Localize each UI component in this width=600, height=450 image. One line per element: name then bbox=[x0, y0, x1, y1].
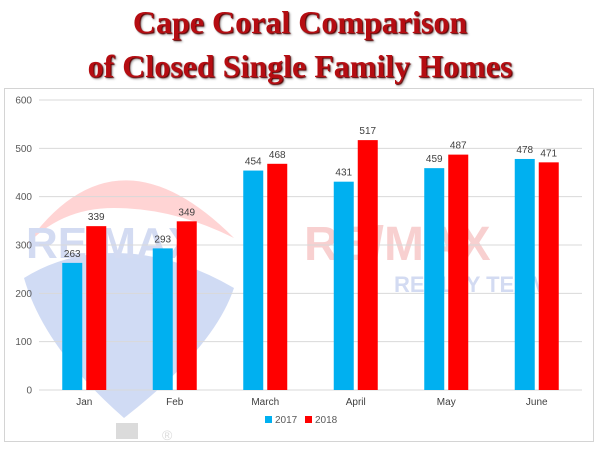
x-tick-label: Jan bbox=[76, 397, 92, 408]
data-labels: 263 339 293 349 454 468 431 517 459 487 478 471 bbox=[64, 126, 558, 260]
bar-2018-jan bbox=[86, 226, 107, 390]
data-label: 454 bbox=[245, 157, 262, 168]
bar-2017-april bbox=[333, 181, 354, 390]
legend-label: 2017 bbox=[275, 415, 298, 426]
data-label: 349 bbox=[178, 207, 195, 218]
bar-2018-may bbox=[448, 154, 469, 390]
data-label: 263 bbox=[64, 249, 81, 260]
y-tick-label: 500 bbox=[15, 144, 32, 155]
data-label: 293 bbox=[154, 234, 171, 245]
legend-label: 2018 bbox=[315, 415, 338, 426]
x-axis-ticks: Jan Feb March April May June bbox=[76, 397, 548, 408]
legend-swatch bbox=[305, 416, 312, 423]
data-label: 431 bbox=[335, 168, 352, 179]
bar-2018-feb bbox=[176, 221, 197, 390]
y-tick-label: 300 bbox=[15, 241, 32, 252]
x-tick-label: March bbox=[251, 397, 279, 408]
bar-2017-june bbox=[514, 158, 535, 390]
legend-swatch bbox=[265, 416, 272, 423]
chart-title-line-2: of Closed Single Family Homes bbox=[87, 48, 513, 84]
bar-2017-may bbox=[424, 168, 445, 390]
chart-title-line-1: Cape Coral Comparison bbox=[132, 4, 468, 40]
y-tick-label: 100 bbox=[15, 337, 32, 348]
data-label: 468 bbox=[269, 150, 286, 161]
bars bbox=[62, 140, 559, 390]
y-tick-label: 400 bbox=[15, 192, 32, 203]
data-label: 478 bbox=[516, 145, 533, 156]
bar-2017-jan bbox=[62, 262, 83, 390]
bar-2018-march bbox=[267, 163, 288, 390]
bar-2018-april bbox=[357, 140, 378, 390]
data-label: 459 bbox=[426, 154, 443, 165]
y-gridlines bbox=[39, 99, 582, 391]
y-axis-ticks: 0 100 200 300 400 500 600 bbox=[15, 96, 32, 397]
x-tick-label: May bbox=[437, 397, 456, 408]
bar-2017-march bbox=[243, 170, 264, 390]
x-tick-label: Feb bbox=[166, 397, 184, 408]
bar-2018-june bbox=[538, 162, 559, 390]
y-tick-label: 0 bbox=[26, 386, 32, 397]
data-label: 517 bbox=[359, 126, 376, 137]
x-tick-label: June bbox=[526, 397, 548, 408]
bar-chart: RE/MAX RE/MAX REALTY TEAM ® 010020030040… bbox=[15, 96, 582, 442]
watermark-registered-mark: ® bbox=[162, 427, 173, 442]
data-label: 487 bbox=[450, 141, 467, 152]
data-label: 471 bbox=[540, 148, 557, 159]
x-tick-label: April bbox=[346, 397, 366, 408]
data-label: 339 bbox=[88, 212, 105, 223]
legend: 2017 2018 bbox=[265, 415, 338, 426]
y-tick-label: 600 bbox=[15, 96, 32, 107]
bar-2017-feb bbox=[152, 248, 173, 390]
y-tick-label: 200 bbox=[15, 289, 32, 300]
